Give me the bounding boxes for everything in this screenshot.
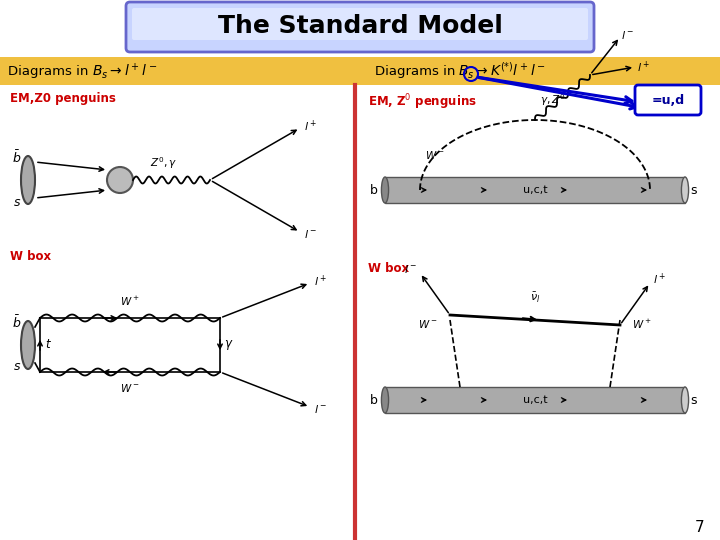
Text: W box: W box	[10, 250, 51, 263]
Text: EM,Z0 penguins: EM,Z0 penguins	[10, 92, 116, 105]
Text: $l^-$: $l^-$	[304, 228, 317, 240]
FancyBboxPatch shape	[126, 2, 594, 52]
Text: $l^+$: $l^+$	[637, 59, 650, 75]
Text: $l^-$: $l^-$	[621, 29, 634, 41]
FancyBboxPatch shape	[132, 8, 588, 40]
Text: $l^-$: $l^-$	[314, 403, 327, 415]
Text: $l^-$: $l^-$	[404, 263, 417, 275]
Text: u,c,t: u,c,t	[523, 185, 547, 195]
Text: $l^+$: $l^+$	[314, 273, 327, 289]
Text: $\bar{\nu}_l$: $\bar{\nu}_l$	[530, 291, 540, 305]
Text: $B_s \rightarrow l^+l^-$: $B_s \rightarrow l^+l^-$	[92, 61, 157, 81]
Text: s: s	[690, 394, 696, 407]
FancyArrow shape	[385, 387, 685, 413]
Text: EM, Z$^0$ penguins: EM, Z$^0$ penguins	[368, 92, 477, 112]
Text: $\gamma, Z^0$: $\gamma, Z^0$	[540, 92, 565, 108]
Ellipse shape	[382, 387, 389, 413]
Text: $s$: $s$	[13, 195, 21, 208]
Text: 7: 7	[696, 521, 705, 536]
Text: $W^-$: $W^-$	[425, 149, 445, 161]
Text: $s$: $s$	[13, 361, 21, 374]
Text: W box: W box	[368, 262, 409, 275]
FancyBboxPatch shape	[635, 85, 701, 115]
Text: b: b	[370, 394, 378, 407]
Ellipse shape	[382, 177, 389, 203]
Text: $l^+$: $l^+$	[653, 271, 666, 287]
Text: $W^+$: $W^+$	[120, 295, 140, 308]
Bar	[0, 57, 720, 85]
Text: $l^+$: $l^+$	[304, 118, 317, 133]
Ellipse shape	[21, 156, 35, 204]
Text: Diagrams in: Diagrams in	[8, 64, 93, 78]
Text: =u,d: =u,d	[652, 93, 685, 106]
Text: $W^-$: $W^-$	[120, 382, 140, 394]
Text: $t$: $t$	[45, 339, 52, 352]
Text: $W^+$: $W^+$	[632, 318, 652, 330]
Text: $W^-$: $W^-$	[418, 318, 438, 330]
Text: $B_s \rightarrow K^{(*)}l^+l^-$: $B_s \rightarrow K^{(*)}l^+l^-$	[458, 61, 546, 81]
FancyArrow shape	[385, 177, 685, 203]
Text: $\bar{b}$: $\bar{b}$	[12, 150, 22, 166]
Text: Diagrams in: Diagrams in	[375, 64, 459, 78]
Text: $\bar{b}$: $\bar{b}$	[12, 315, 22, 331]
Circle shape	[107, 167, 133, 193]
Ellipse shape	[681, 387, 688, 413]
Text: u,c,t: u,c,t	[523, 395, 547, 405]
Text: s: s	[690, 184, 696, 197]
Text: The Standard Model: The Standard Model	[217, 14, 503, 38]
Text: $\gamma$: $\gamma$	[224, 338, 233, 352]
Text: $Z^0,\gamma$: $Z^0,\gamma$	[150, 155, 176, 171]
Ellipse shape	[21, 321, 35, 369]
Text: b: b	[370, 184, 378, 197]
Ellipse shape	[681, 177, 688, 203]
